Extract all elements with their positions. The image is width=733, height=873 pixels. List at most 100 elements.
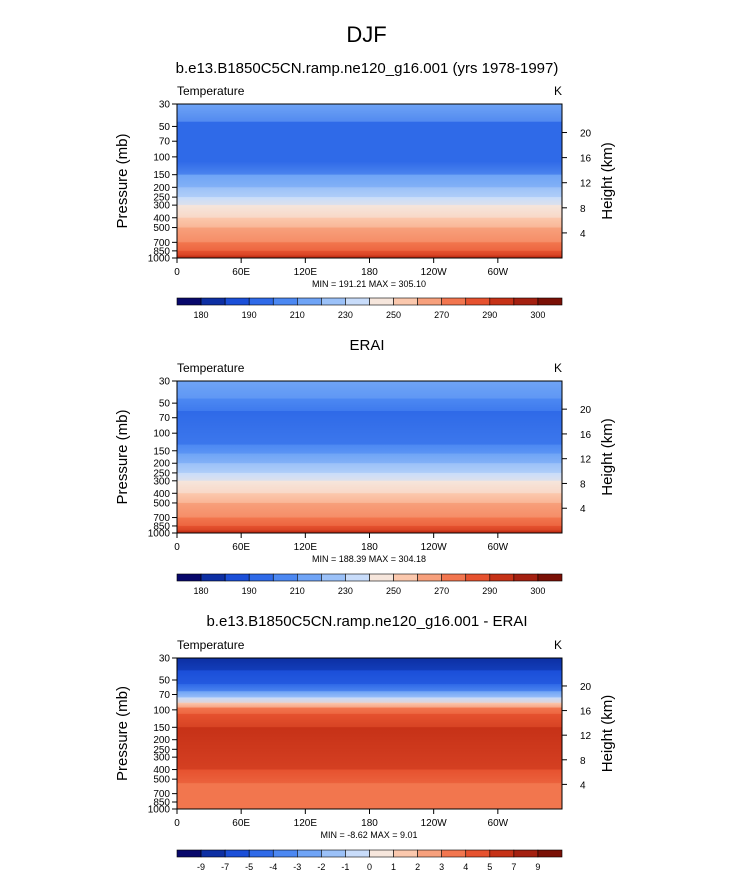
y-tick-label: 250 bbox=[153, 468, 170, 479]
contour-band bbox=[177, 398, 562, 412]
x-tick-label: 120E bbox=[294, 267, 318, 278]
colorbar-label: 230 bbox=[338, 310, 353, 320]
y-tick-label: 700 bbox=[153, 789, 170, 800]
colorbar-swatch bbox=[465, 849, 491, 858]
y-tick-label: 250 bbox=[153, 745, 170, 756]
contour-band bbox=[177, 493, 562, 503]
y-tick-label: 300 bbox=[153, 476, 170, 487]
y-tick-label: 700 bbox=[153, 513, 170, 524]
contour-band bbox=[177, 517, 562, 526]
colorbar-swatch bbox=[345, 849, 370, 858]
units-label: K bbox=[554, 361, 562, 375]
y-tick-label: 30 bbox=[159, 654, 171, 665]
height-axis-label: Height (km) bbox=[599, 142, 616, 220]
colorbar-label: -5 bbox=[245, 862, 253, 872]
y-axis-label: Pressure (mb) bbox=[114, 686, 131, 781]
height-tick-label: 12 bbox=[580, 455, 592, 466]
x-tick-label: 60W bbox=[488, 267, 509, 278]
x-tick-label: 0 bbox=[174, 818, 180, 829]
colorbar-swatch bbox=[441, 849, 467, 858]
colorbar-swatch bbox=[248, 849, 274, 858]
x-tick-label: 180 bbox=[361, 818, 378, 829]
colorbar-swatch bbox=[513, 849, 539, 858]
colorbar-label: 250 bbox=[386, 586, 401, 596]
y-tick-label: 70 bbox=[159, 137, 171, 148]
y-tick-label: 150 bbox=[153, 723, 170, 734]
height-axis-label: Height (km) bbox=[599, 695, 616, 773]
y-tick-label: 70 bbox=[159, 413, 171, 424]
y-tick-label: 1000 bbox=[148, 529, 171, 540]
y-tick-label: 30 bbox=[159, 377, 171, 388]
colorbar-label: 210 bbox=[290, 310, 305, 320]
colorbar-label: -9 bbox=[197, 862, 205, 872]
y-tick-label: 100 bbox=[153, 705, 170, 716]
height-tick-label: 16 bbox=[580, 430, 592, 441]
colorbar-label: 290 bbox=[482, 310, 497, 320]
contour-band bbox=[177, 104, 562, 122]
contour-band bbox=[177, 381, 562, 399]
chart-title: ERAI bbox=[349, 337, 384, 354]
contour-band bbox=[177, 121, 562, 162]
x-tick-label: 120W bbox=[421, 542, 448, 553]
x-tick-label: 60E bbox=[232, 267, 250, 278]
contour-band bbox=[177, 227, 562, 243]
colorbar-label: 3 bbox=[439, 862, 444, 872]
height-axis-label: Height (km) bbox=[599, 418, 616, 496]
y-tick-label: 100 bbox=[153, 152, 170, 163]
x-tick-label: 60W bbox=[488, 818, 509, 829]
x-tick-label: 60E bbox=[232, 542, 250, 553]
chart-title: b.e13.B1850C5CN.ramp.ne120_g16.001 (yrs … bbox=[176, 60, 559, 77]
min-max-stats: MIN = -8.62 MAX = 9.01 bbox=[320, 830, 417, 840]
contour-band bbox=[177, 727, 562, 770]
contour-band bbox=[177, 480, 562, 494]
y-tick-label: 30 bbox=[159, 100, 171, 111]
colorbar-label: -1 bbox=[341, 862, 349, 872]
left-string: Temperature bbox=[177, 84, 245, 98]
x-tick-label: 120W bbox=[421, 267, 448, 278]
colorbar-swatch bbox=[176, 849, 202, 858]
y-tick-label: 200 bbox=[153, 735, 170, 746]
y-tick-label: 400 bbox=[153, 765, 170, 776]
y-tick-label: 500 bbox=[153, 775, 170, 786]
contour-band bbox=[177, 783, 562, 809]
y-tick-label: 300 bbox=[153, 201, 170, 212]
page-title: DJF bbox=[346, 22, 387, 47]
y-tick-label: 200 bbox=[153, 183, 170, 194]
x-tick-label: 0 bbox=[174, 267, 180, 278]
y-tick-label: 850 bbox=[153, 246, 170, 257]
colorbar-label: 250 bbox=[386, 310, 401, 320]
colorbar-label: 270 bbox=[434, 586, 449, 596]
colorbar-label: 180 bbox=[194, 586, 209, 596]
y-tick-label: 150 bbox=[153, 170, 170, 181]
contour-band bbox=[177, 250, 562, 256]
contour-band bbox=[177, 697, 562, 703]
contour-band bbox=[177, 658, 562, 671]
x-tick-label: 60W bbox=[488, 542, 509, 553]
contour-band bbox=[177, 217, 562, 228]
height-tick-label: 16 bbox=[580, 707, 592, 718]
y-axis-label: Pressure (mb) bbox=[114, 409, 131, 504]
colorbar-label: 190 bbox=[242, 310, 257, 320]
colorbar-label: 5 bbox=[487, 862, 492, 872]
height-tick-label: 20 bbox=[580, 405, 592, 416]
y-tick-label: 150 bbox=[153, 446, 170, 457]
contour-band bbox=[177, 769, 562, 784]
contour-band bbox=[177, 463, 562, 473]
contour-band bbox=[177, 472, 562, 481]
y-tick-label: 400 bbox=[153, 213, 170, 224]
height-tick-label: 20 bbox=[580, 129, 592, 140]
height-tick-label: 16 bbox=[580, 154, 592, 165]
contour-band bbox=[177, 411, 562, 445]
x-tick-label: 0 bbox=[174, 542, 180, 553]
colorbar-swatch bbox=[489, 849, 515, 858]
y-tick-label: 200 bbox=[153, 459, 170, 470]
colorbar-swatch bbox=[537, 297, 563, 306]
height-tick-label: 4 bbox=[580, 504, 586, 515]
contour-band bbox=[177, 670, 562, 685]
colorbar-label: 290 bbox=[482, 586, 497, 596]
chart-title: b.e13.B1850C5CN.ramp.ne120_g16.001 - ERA… bbox=[206, 613, 527, 630]
x-tick-label: 120E bbox=[294, 818, 318, 829]
contour-band bbox=[177, 713, 562, 728]
